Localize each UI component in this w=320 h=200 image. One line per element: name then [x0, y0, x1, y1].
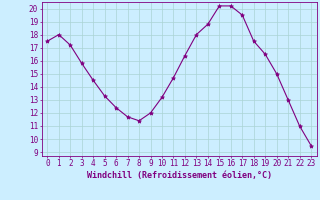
- X-axis label: Windchill (Refroidissement éolien,°C): Windchill (Refroidissement éolien,°C): [87, 171, 272, 180]
